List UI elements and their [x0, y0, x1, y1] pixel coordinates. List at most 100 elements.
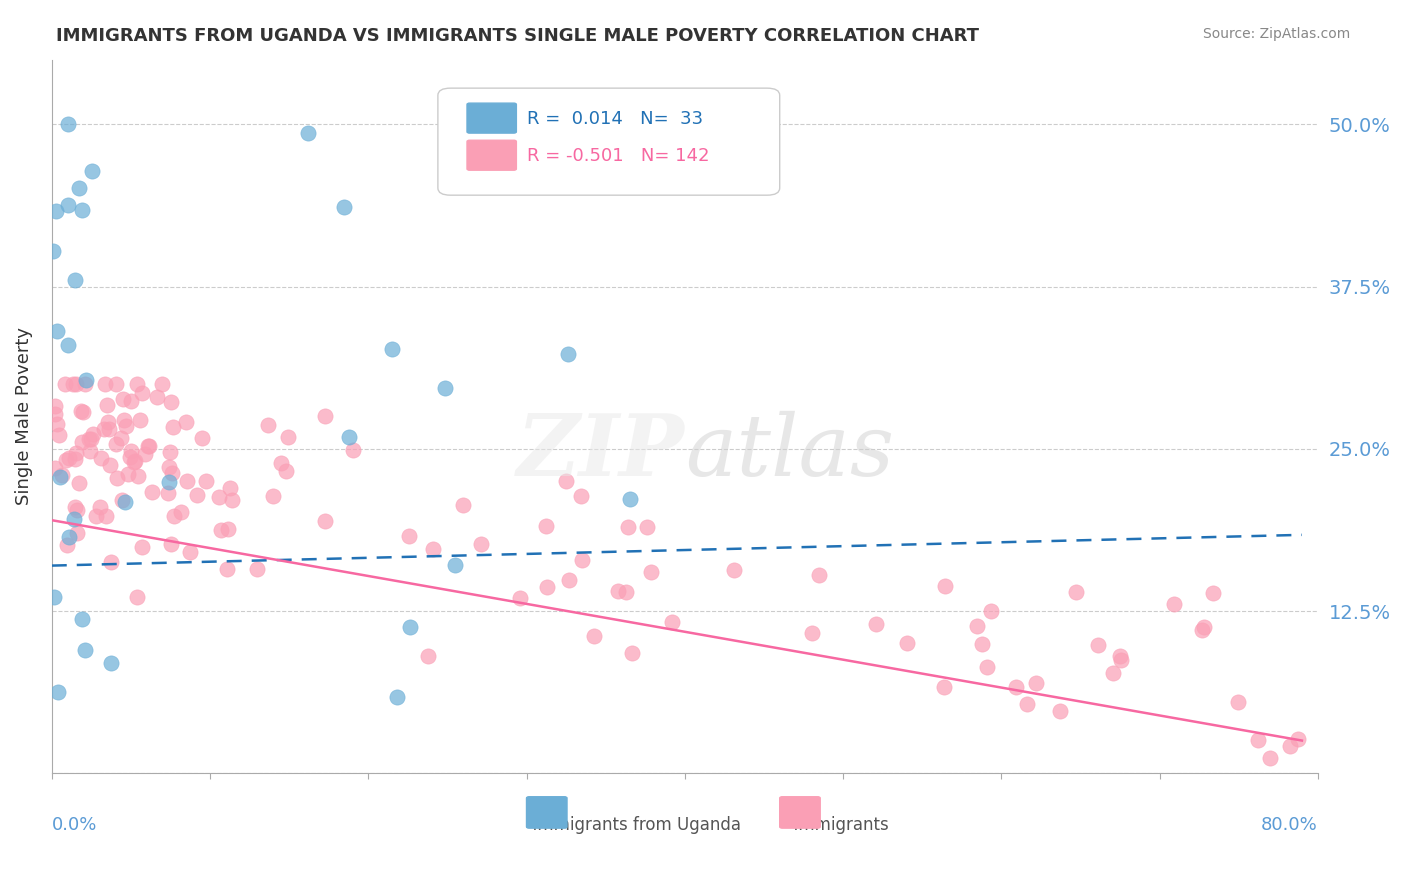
Point [127, 468, 149, 483]
Point [262, 489, 284, 503]
Point [94, 376, 117, 391]
Point [1278, 739, 1301, 753]
FancyBboxPatch shape [467, 140, 516, 170]
Point [80, 163, 103, 178]
Point [159, 444, 181, 458]
Point [607, 584, 630, 599]
Point [105, 470, 128, 484]
Point [160, 537, 183, 551]
FancyBboxPatch shape [467, 103, 516, 133]
Point [270, 456, 292, 470]
Point [453, 498, 475, 512]
Point [120, 394, 142, 409]
Text: Source: ZipAtlas.com: Source: ZipAtlas.com [1202, 27, 1350, 41]
Point [84, 508, 107, 523]
Y-axis label: Single Male Poverty: Single Male Poverty [15, 327, 32, 506]
Point [138, 439, 160, 453]
Point [65, 503, 87, 517]
Point [1109, 649, 1132, 664]
Point [636, 519, 658, 533]
Point [621, 646, 644, 660]
Point [44, 407, 66, 421]
Point [134, 447, 156, 461]
Point [1286, 732, 1309, 747]
Text: R = -0.501   N= 142: R = -0.501 N= 142 [526, 147, 709, 165]
Point [980, 604, 1002, 618]
Point [45, 204, 67, 219]
Point [932, 680, 955, 694]
Text: IMMIGRANTS FROM UGANDA VS IMMIGRANTS SINGLE MALE POVERTY CORRELATION CHART: IMMIGRANTS FROM UGANDA VS IMMIGRANTS SIN… [56, 27, 979, 45]
Point [1192, 620, 1215, 634]
Point [141, 485, 163, 500]
Point [195, 474, 218, 488]
Point [131, 385, 153, 400]
Point [120, 443, 142, 458]
Point [97, 415, 120, 429]
Point [179, 545, 201, 559]
Point [398, 529, 420, 543]
Point [105, 376, 128, 391]
Point [221, 492, 243, 507]
Point [416, 649, 439, 664]
Point [105, 437, 128, 451]
Point [150, 376, 173, 391]
Point [100, 555, 122, 569]
Point [46, 685, 69, 699]
FancyBboxPatch shape [780, 797, 820, 828]
Point [114, 419, 136, 434]
Point [536, 580, 558, 594]
Point [976, 660, 998, 674]
Point [70, 435, 93, 450]
Point [619, 491, 641, 506]
Point [79, 444, 101, 458]
Point [207, 490, 229, 504]
Point [1227, 695, 1250, 709]
Point [1202, 586, 1225, 600]
Point [661, 615, 683, 629]
Point [723, 563, 745, 577]
Point [46, 417, 69, 432]
Point [1025, 676, 1047, 690]
Point [112, 413, 135, 427]
Point [159, 395, 181, 409]
Point [640, 565, 662, 579]
Point [70, 202, 93, 217]
Point [337, 430, 360, 444]
Point [385, 690, 408, 704]
Point [1064, 585, 1087, 599]
Point [1049, 705, 1071, 719]
Point [44, 399, 66, 413]
Point [65, 452, 87, 467]
Point [470, 537, 492, 551]
Point [66, 525, 89, 540]
Point [191, 431, 214, 445]
Point [96, 509, 118, 524]
Point [145, 390, 167, 404]
Point [342, 442, 364, 457]
Point [124, 454, 146, 468]
Point [82, 427, 104, 442]
Point [72, 405, 94, 419]
Point [42, 591, 65, 605]
Point [1191, 623, 1213, 637]
Point [129, 413, 152, 427]
Point [75, 376, 97, 391]
Point [333, 200, 356, 214]
Point [55, 452, 77, 467]
Point [557, 573, 579, 587]
Point [219, 481, 242, 495]
Point [90, 450, 112, 465]
Point [157, 486, 180, 500]
Point [582, 629, 605, 643]
Point [157, 459, 180, 474]
Point [136, 439, 159, 453]
Point [1109, 653, 1132, 667]
Point [56, 118, 79, 132]
Point [122, 455, 145, 469]
Point [100, 656, 122, 670]
Point [80, 432, 103, 446]
Point [896, 636, 918, 650]
Point [117, 467, 139, 481]
Point [118, 450, 141, 464]
Point [865, 617, 887, 632]
